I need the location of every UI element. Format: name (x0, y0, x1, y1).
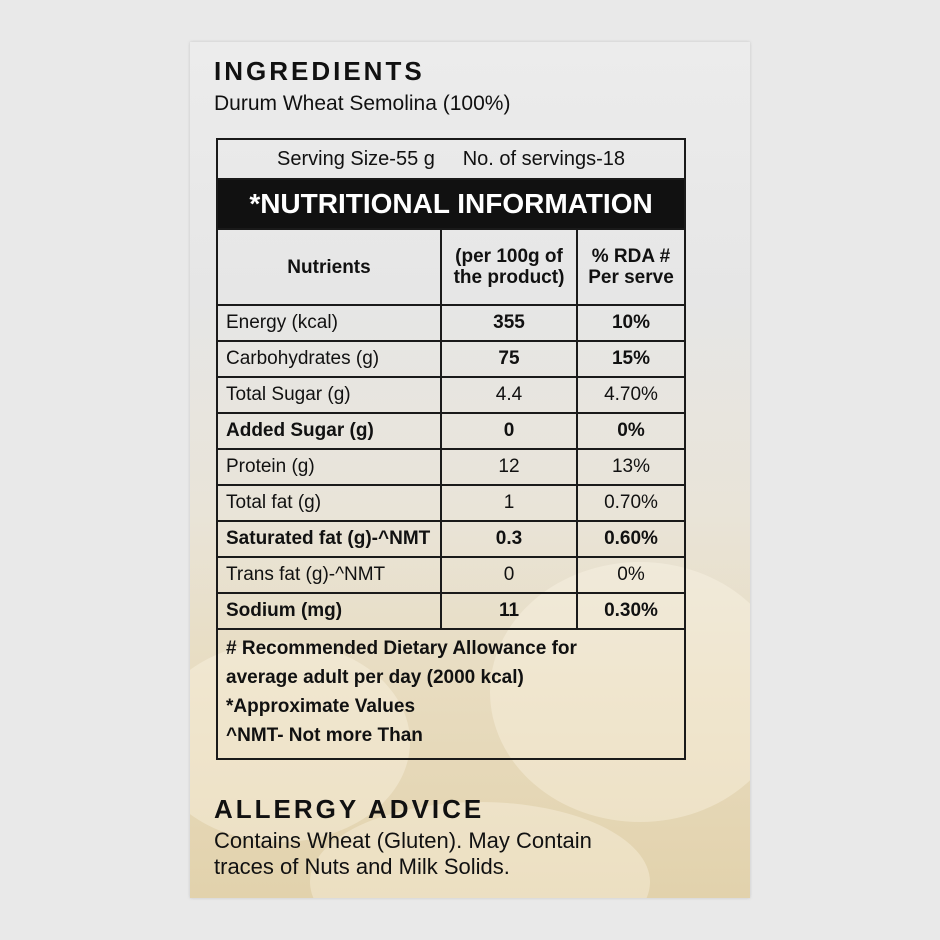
nutrient-name: Carbohydrates (g) (216, 340, 442, 378)
ingredients-heading: INGREDIENTS (214, 56, 425, 86)
table-row: Added Sugar (g) 0 0% (216, 412, 686, 450)
per-100g-value: 75 (440, 340, 578, 378)
footnotes: # Recommended Dietary Allowance for aver… (216, 628, 686, 760)
rda-value: 0.60% (576, 520, 686, 558)
allergy-line: Contains Wheat (Gluten). May Contain (214, 828, 592, 853)
product-label: INGREDIENTS Durum Wheat Semolina (100%) … (190, 42, 750, 898)
table-row: Sodium (mg) 11 0.30% (216, 592, 686, 630)
rda-value: 0% (576, 412, 686, 450)
nutrient-name: Added Sugar (g) (216, 412, 442, 450)
column-header: Nutrients (216, 228, 442, 306)
servings-count: No. of servings-18 (462, 147, 625, 170)
nutrient-name: Saturated fat (g)-^NMT (216, 520, 442, 558)
serving-info: Serving Size-55 g No. of servings-18 (216, 138, 686, 180)
per-100g-value: 11 (440, 592, 578, 630)
allergy-heading: ALLERGY ADVICE (214, 794, 485, 824)
nutrition-title: *NUTRITIONAL INFORMATION (216, 178, 686, 230)
table-row: Carbohydrates (g) 75 15% (216, 340, 686, 378)
table-row: Energy (kcal) 355 10% (216, 304, 686, 342)
serving-size: Serving Size-55 g (277, 147, 435, 170)
nutrient-name: Sodium (mg) (216, 592, 442, 630)
rda-value: 4.70% (576, 376, 686, 414)
nutrient-name: Trans fat (g)-^NMT (216, 556, 442, 594)
rda-value: 0% (576, 556, 686, 594)
nutrient-name: Total fat (g) (216, 484, 442, 522)
allergy-text: Contains Wheat (Gluten). May Contain tra… (214, 828, 592, 880)
nutrient-name: Energy (kcal) (216, 304, 442, 342)
nutrient-name: Protein (g) (216, 448, 442, 486)
per-100g-value: 0 (440, 556, 578, 594)
table-row: Saturated fat (g)-^NMT 0.3 0.60% (216, 520, 686, 558)
allergy-line: traces of Nuts and Milk Solids. (214, 854, 510, 879)
nutrient-name: Total Sugar (g) (216, 376, 442, 414)
footnote: *Approximate Values (226, 696, 416, 717)
rda-value: 10% (576, 304, 686, 342)
per-100g-value: 355 (440, 304, 578, 342)
rda-value: 15% (576, 340, 686, 378)
rda-value: 0.30% (576, 592, 686, 630)
per-100g-value: 4.4 (440, 376, 578, 414)
table-row: Total fat (g) 1 0.70% (216, 484, 686, 522)
table-row: Total Sugar (g) 4.4 4.70% (216, 376, 686, 414)
column-header: % RDA # Per serve (576, 228, 686, 306)
footnote: ^NMT- Not more Than (226, 725, 423, 746)
table-row: Trans fat (g)-^NMT 0 0% (216, 556, 686, 594)
per-100g-value: 1 (440, 484, 578, 522)
column-header: (per 100g of the product) (440, 228, 578, 306)
rda-value: 0.70% (576, 484, 686, 522)
ingredients-text: Durum Wheat Semolina (100%) (214, 92, 511, 115)
nutrition-table: Serving Size-55 g No. of servings-18 *NU… (216, 138, 686, 760)
footnote: # Recommended Dietary Allowance for (226, 638, 577, 659)
per-100g-value: 12 (440, 448, 578, 486)
per-100g-value: 0.3 (440, 520, 578, 558)
footnote: average adult per day (2000 kcal) (226, 667, 524, 688)
table-row: Protein (g) 12 13% (216, 448, 686, 486)
per-100g-value: 0 (440, 412, 578, 450)
rda-value: 13% (576, 448, 686, 486)
